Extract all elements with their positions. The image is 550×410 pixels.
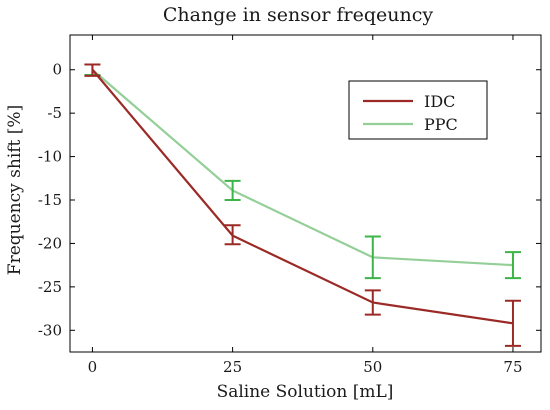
x-tick-label: 25 xyxy=(223,358,242,376)
y-tick-label: -15 xyxy=(38,191,62,209)
legend-label-ppc: PPC xyxy=(424,115,458,134)
legend-box xyxy=(348,80,488,140)
series-line-idc xyxy=(91,69,514,325)
y-tick-label: -20 xyxy=(38,234,62,252)
y-tick-label: -5 xyxy=(47,104,62,122)
y-tick-label: -10 xyxy=(38,148,62,166)
x-tick-label: 50 xyxy=(363,358,382,376)
series-line-ppc xyxy=(91,68,514,267)
chart-title: Change in sensor freqeuncy xyxy=(163,4,434,26)
y-tick-label: -25 xyxy=(38,278,62,296)
legend-label-idc: IDC xyxy=(424,92,455,111)
y-tick-label: -30 xyxy=(38,321,62,339)
y-tick-label: 0 xyxy=(52,61,62,79)
x-tick-label: 75 xyxy=(503,358,522,376)
plot-frame xyxy=(69,34,542,353)
series-layer xyxy=(84,63,521,347)
y-axis-ticks: 0 -5 -10 -15 -20 -25 -30 xyxy=(38,61,541,339)
y-axis-title: Frequency shift [%] xyxy=(5,105,25,275)
x-tick-label: 0 xyxy=(88,358,98,376)
x-axis-ticks: 0 25 50 75 xyxy=(88,35,523,376)
legend: IDC PPC xyxy=(348,80,488,140)
x-axis-title: Saline Solution [mL] xyxy=(217,382,394,402)
